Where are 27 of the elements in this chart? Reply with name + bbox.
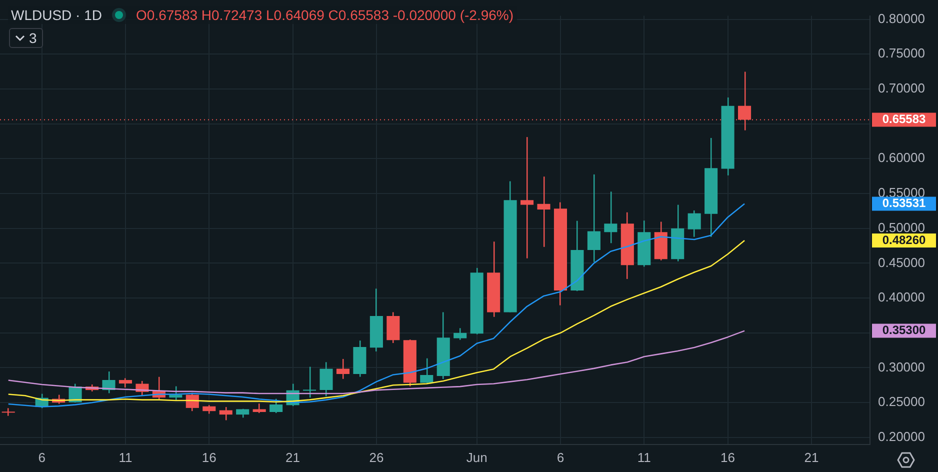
y-tick-label: 0.25000 <box>878 394 925 410</box>
x-tick-label: 21 <box>286 450 300 465</box>
text: 0.53531 <box>882 196 926 210</box>
x-tick-label: 16 <box>720 450 736 465</box>
y-tick-label: 0.40000 <box>878 290 925 305</box>
annotation: 3 <box>29 30 37 46</box>
y-tick-label: 0.70000 <box>878 80 925 96</box>
y-tick-label: 0.80000 <box>878 10 925 26</box>
text: 0.35300 <box>882 323 926 338</box>
x-tick-label: 11 <box>118 450 132 465</box>
chart-title: WLDUSD · 1D <box>11 7 102 23</box>
y-tick-label: 0.60000 <box>878 150 925 166</box>
x-tick-label: Jun <box>466 450 488 465</box>
y-tick-label: 0.75000 <box>878 46 925 61</box>
x-tick-label: 6 <box>38 450 46 465</box>
y-tick-label: 0.45000 <box>878 254 925 270</box>
y-tick-label: 0.50000 <box>878 220 925 235</box>
annotation: O0.67583 H0.72473 L0.64069 C0.65583 -0.020000 (-2.96%) <box>136 7 514 23</box>
x-tick-label: 26 <box>369 450 384 465</box>
y-tick-label: 0.30000 <box>878 359 925 374</box>
text: 0.48260 <box>882 232 926 247</box>
x-tick-label: 11 <box>637 450 651 465</box>
ref-line-label: 0.65583 <box>882 112 926 126</box>
y-tick-label: 0.20000 <box>878 429 925 444</box>
x-tick-label: 21 <box>804 450 819 465</box>
x-tick-label: 16 <box>202 450 216 465</box>
x-tick-label: 6 <box>556 450 564 465</box>
